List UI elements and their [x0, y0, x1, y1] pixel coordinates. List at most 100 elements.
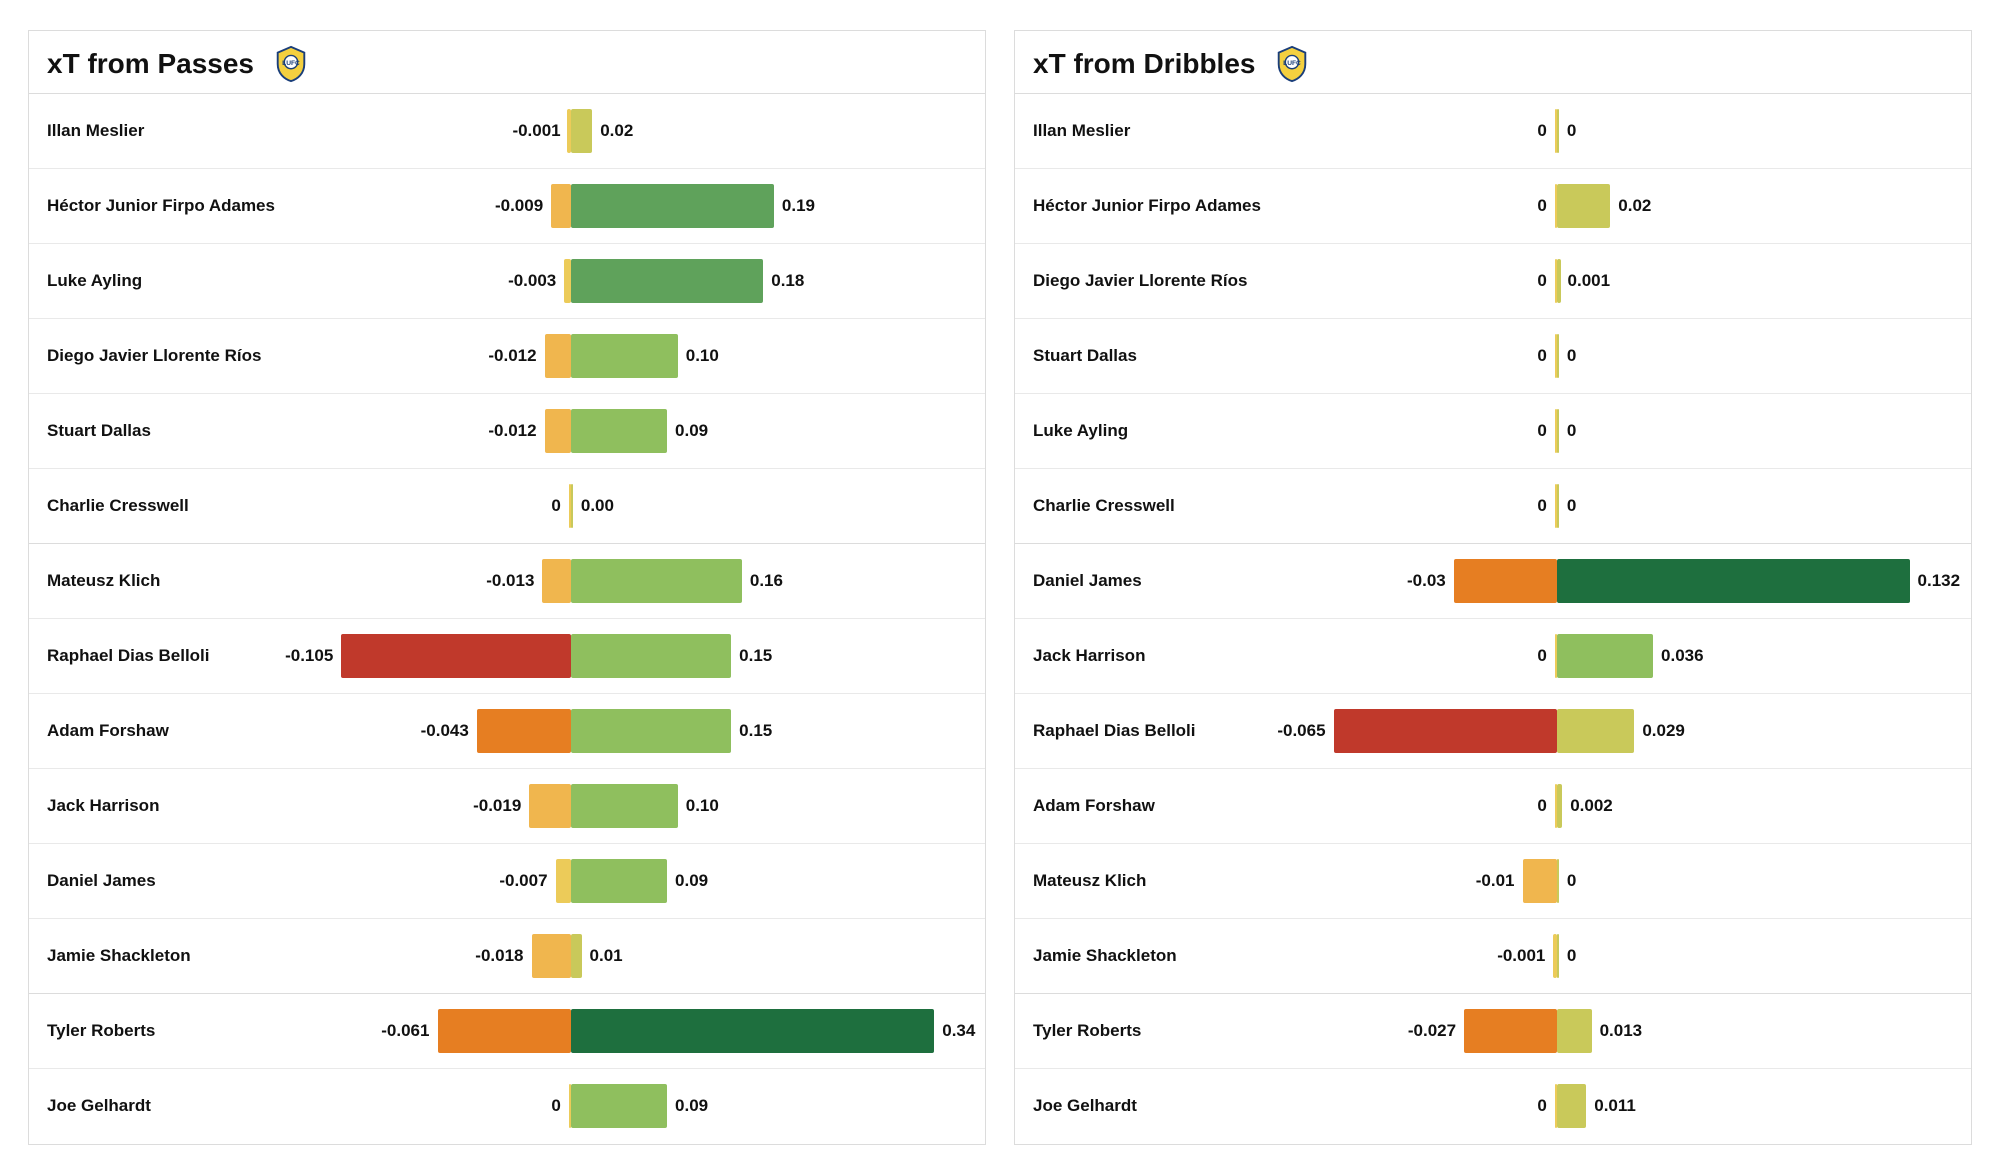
bar-cell: 00 [1303, 469, 1971, 543]
bar-cell: -0.0610.34 [317, 994, 985, 1068]
bar-cell: -0.0430.15 [317, 694, 985, 768]
value-positive: 0 [1567, 496, 1576, 516]
value-negative: -0.012 [488, 346, 536, 366]
player-name: Jamie Shackleton [1015, 919, 1303, 993]
chart-row: Héctor Junior Firpo Adames 0 0.02 [1015, 169, 1971, 243]
bar-cell: 00.09 [317, 1069, 985, 1143]
bar-cell: -0.0070.09 [317, 844, 985, 918]
player-name: Tyler Roberts [29, 994, 317, 1068]
chart-row: Héctor Junior Firpo Adames-0.0090.19 [29, 169, 985, 243]
player-name: Daniel James [29, 844, 317, 918]
value-positive: 0.002 [1570, 796, 1613, 816]
player-name: Jack Harrison [29, 769, 317, 843]
player-name: Héctor Junior Firpo Adames [1015, 169, 1303, 243]
value-negative: -0.105 [285, 646, 333, 666]
bar-cell: -0.1050.15 [317, 619, 985, 693]
value-positive: 0.011 [1594, 1096, 1636, 1116]
bar-cell: -0.01 0 [1303, 844, 1971, 918]
bar-positive [571, 1009, 934, 1053]
chart-row: Mateusz Klich-0.0130.16 [29, 544, 985, 618]
bar-positive [1557, 334, 1559, 378]
panel-title: xT from Passes [47, 48, 254, 80]
bar-cell: 00.00 [317, 469, 985, 543]
bar-cell: 0 0.011 [1303, 1069, 1971, 1143]
panel-header: xT from Dribbles LUFC [1015, 31, 1971, 93]
value-positive: 0.10 [686, 346, 719, 366]
bar-positive [571, 334, 678, 378]
bar-cell: 00 [1303, 94, 1971, 168]
bar-cell: -0.013 0.16 [317, 544, 985, 618]
value-positive: 0.01 [590, 946, 623, 966]
value-negative: 0 [1537, 1096, 1546, 1116]
panel-xt-dribbles: xT from Dribbles LUFC Illan Meslier00Héc… [1014, 30, 1972, 1145]
player-name: Daniel James [1015, 544, 1303, 618]
chart-row: Diego Javier Llorente Ríos00.001 [1015, 244, 1971, 318]
value-positive: 0.029 [1642, 721, 1685, 741]
player-name: Stuart Dallas [29, 394, 317, 468]
bar-negative [1523, 859, 1557, 903]
chart-row: Tyler Roberts-0.0610.34 [29, 994, 985, 1068]
value-negative: 0 [1537, 496, 1546, 516]
player-name: Jack Harrison [1015, 619, 1303, 693]
value-positive: 0 [1567, 871, 1576, 891]
value-negative: -0.019 [473, 796, 521, 816]
bar-negative [532, 934, 571, 978]
bar-cell: -0.018 0.01 [317, 919, 985, 993]
bar-positive [571, 1084, 667, 1128]
bar-cell: -0.012 0.10 [317, 319, 985, 393]
player-name: Raphael Dias Belloli [29, 619, 317, 693]
player-name: Raphael Dias Belloli [1015, 694, 1303, 768]
value-positive: 0.02 [1618, 196, 1651, 216]
value-negative: 0 [1537, 271, 1546, 291]
value-positive: 0.34 [942, 1021, 975, 1041]
value-negative: 0 [1537, 196, 1546, 216]
bar-positive [571, 784, 678, 828]
bar-negative [529, 784, 571, 828]
chart-row: Jamie Shackleton-0.0010 [1015, 919, 1971, 993]
chart-row: Jamie Shackleton -0.018 0.01 [29, 919, 985, 993]
bar-positive [1557, 259, 1561, 303]
chart-row: Luke Ayling-0.0030.18 [29, 244, 985, 318]
value-negative: -0.013 [486, 571, 534, 591]
bar-cell: -0.0190.10 [317, 769, 985, 843]
player-name: Joe Gelhardt [1015, 1069, 1303, 1143]
value-positive: 0.16 [750, 571, 783, 591]
bar-positive [571, 709, 731, 753]
player-name: Jamie Shackleton [29, 919, 317, 993]
value-positive: 0.09 [675, 871, 708, 891]
bar-positive [1557, 859, 1559, 903]
bar-cell: 00.001 [1303, 244, 1971, 318]
chart-row: Stuart Dallas-0.0120.09 [29, 394, 985, 468]
player-name: Joe Gelhardt [29, 1069, 317, 1143]
value-positive: 0 [1567, 421, 1576, 441]
chart-row: Joe Gelhardt00.09 [29, 1069, 985, 1143]
bar-cell: -0.0010.02 [317, 94, 985, 168]
bar-positive [1557, 709, 1634, 753]
value-negative: -0.009 [495, 196, 543, 216]
value-negative: -0.012 [488, 421, 536, 441]
bar-cell: -0.0030.18 [317, 244, 985, 318]
bar-positive [571, 634, 731, 678]
bar-positive [1557, 109, 1559, 153]
bar-positive [571, 109, 592, 153]
value-negative: -0.018 [475, 946, 523, 966]
chart-row: Stuart Dallas00 [1015, 319, 1971, 393]
svg-text:LUFC: LUFC [282, 60, 300, 67]
player-name: Héctor Junior Firpo Adames [29, 169, 317, 243]
value-negative: -0.01 [1476, 871, 1515, 891]
player-name: Adam Forshaw [1015, 769, 1303, 843]
value-negative: 0 [1537, 346, 1546, 366]
value-positive: 0.00 [581, 496, 614, 516]
chart-row: Illan Meslier00 [1015, 94, 1971, 168]
player-name: Diego Javier Llorente Ríos [29, 319, 317, 393]
bar-cell: -0.0090.19 [317, 169, 985, 243]
bar-cell: -0.0010 [1303, 919, 1971, 993]
value-positive: 0.013 [1600, 1021, 1643, 1041]
team-badge-icon: LUFC [1273, 45, 1311, 83]
bar-positive [1557, 1009, 1592, 1053]
player-name: Diego Javier Llorente Ríos [1015, 244, 1303, 318]
value-negative: -0.027 [1408, 1021, 1456, 1041]
chart-row: Jack Harrison-0.0190.10 [29, 769, 985, 843]
panel-header: xT from Passes LUFC [29, 31, 985, 93]
value-positive: 0 [1567, 121, 1576, 141]
